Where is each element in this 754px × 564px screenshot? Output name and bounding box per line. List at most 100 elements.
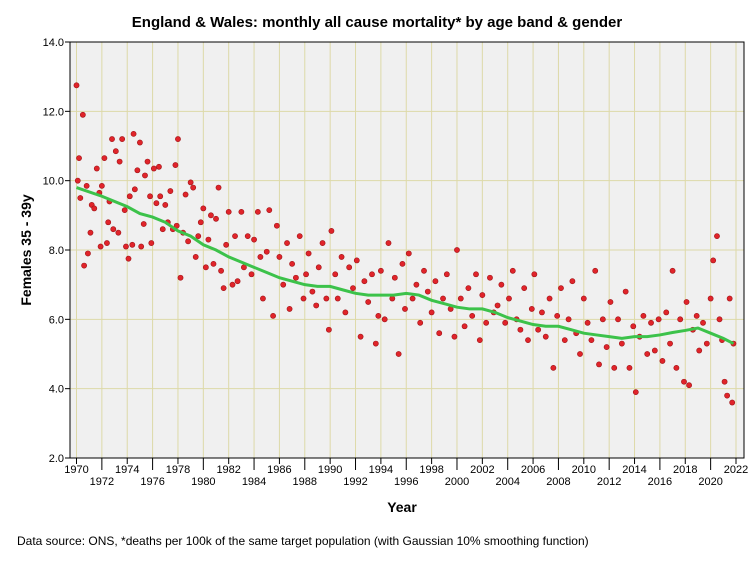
plot-border <box>69 41 745 459</box>
trend-line <box>76 186 735 345</box>
data-point <box>172 162 179 168</box>
data-point <box>85 250 91 257</box>
data-point <box>300 295 307 302</box>
x-tick-label: 1986 <box>267 464 291 476</box>
data-point <box>361 278 368 285</box>
data-point <box>205 236 212 243</box>
x-tick-label: 1970 <box>64 464 88 476</box>
data-point <box>681 378 687 385</box>
data-point <box>525 337 531 344</box>
data-point <box>596 361 602 368</box>
data-point <box>313 302 320 309</box>
data-point <box>683 299 690 305</box>
x-axis-label: Year <box>387 499 417 515</box>
data-point <box>391 274 398 281</box>
data-point <box>105 219 112 226</box>
data-point <box>461 323 468 330</box>
data-point <box>531 271 538 278</box>
data-point <box>569 278 576 285</box>
x-tick-label: 2014 <box>622 464 646 476</box>
data-point <box>81 262 88 269</box>
x-tick-label: 2018 <box>673 464 697 476</box>
data-point <box>248 271 255 278</box>
data-point <box>263 248 270 255</box>
x-tick-label: 1980 <box>191 476 215 488</box>
data-point <box>487 274 493 281</box>
chart-footnote: Data source: ONS, *deaths per 100k of th… <box>17 534 589 548</box>
data-point <box>177 274 184 281</box>
data-point <box>202 264 209 271</box>
data-point <box>98 182 105 189</box>
data-point <box>238 208 245 215</box>
data-point <box>686 382 692 389</box>
data-point <box>632 389 639 396</box>
x-tick-label: 1994 <box>369 464 393 476</box>
data-point <box>528 306 535 312</box>
data-point <box>716 316 723 323</box>
data-point <box>724 392 731 399</box>
data-point <box>220 285 227 292</box>
data-point <box>162 202 169 208</box>
data-point <box>432 278 439 285</box>
data-point <box>399 260 406 267</box>
data-point <box>714 233 720 240</box>
data-point <box>93 165 100 172</box>
data-point <box>443 271 450 278</box>
data-point <box>309 288 316 295</box>
x-tick-label: 1990 <box>318 464 342 476</box>
x-tick-label: 2006 <box>521 464 545 476</box>
x-tick-label: 2022 <box>724 464 748 476</box>
data-point <box>229 281 236 288</box>
data-point <box>607 299 614 305</box>
data-point <box>213 215 219 222</box>
data-point <box>630 323 637 330</box>
data-point <box>280 281 287 288</box>
data-point <box>592 267 599 274</box>
data-point <box>644 351 651 357</box>
x-tick-label: 2000 <box>445 476 469 488</box>
data-point <box>200 205 207 212</box>
data-point <box>121 207 128 214</box>
data-point <box>232 233 238 240</box>
data-point <box>257 254 264 260</box>
data-point <box>131 186 138 193</box>
data-point <box>502 319 509 326</box>
x-tick-label: 2002 <box>470 464 494 476</box>
data-point <box>153 200 160 207</box>
data-point <box>119 136 126 142</box>
data-point <box>167 188 174 194</box>
y-tick-label: 2.0 <box>49 453 64 465</box>
data-point <box>473 271 479 278</box>
data-point <box>413 281 420 288</box>
data-point <box>251 236 257 243</box>
data-point <box>381 316 388 323</box>
data-point <box>195 233 202 240</box>
data-point <box>234 278 241 285</box>
data-point <box>73 82 80 89</box>
data-point <box>611 364 618 371</box>
x-tick-label: 1974 <box>115 464 139 476</box>
data-point <box>284 240 290 246</box>
x-tick-label: 2012 <box>597 476 621 488</box>
data-point <box>626 364 633 371</box>
data-point <box>375 312 382 319</box>
data-point <box>673 364 680 371</box>
data-point <box>424 288 431 295</box>
data-point <box>276 254 283 260</box>
data-point <box>148 240 155 246</box>
data-point <box>603 344 610 350</box>
data-point <box>350 285 356 292</box>
data-point <box>561 337 568 344</box>
x-tick-label: 1996 <box>394 476 418 488</box>
data-point <box>323 295 330 302</box>
data-point <box>729 399 736 406</box>
y-tick-label: 10.0 <box>43 176 64 188</box>
data-point <box>109 136 115 142</box>
x-tick-label: 1972 <box>90 476 114 488</box>
data-point <box>134 167 141 174</box>
data-point <box>615 316 621 323</box>
data-point <box>74 177 81 184</box>
data-point <box>402 306 408 312</box>
